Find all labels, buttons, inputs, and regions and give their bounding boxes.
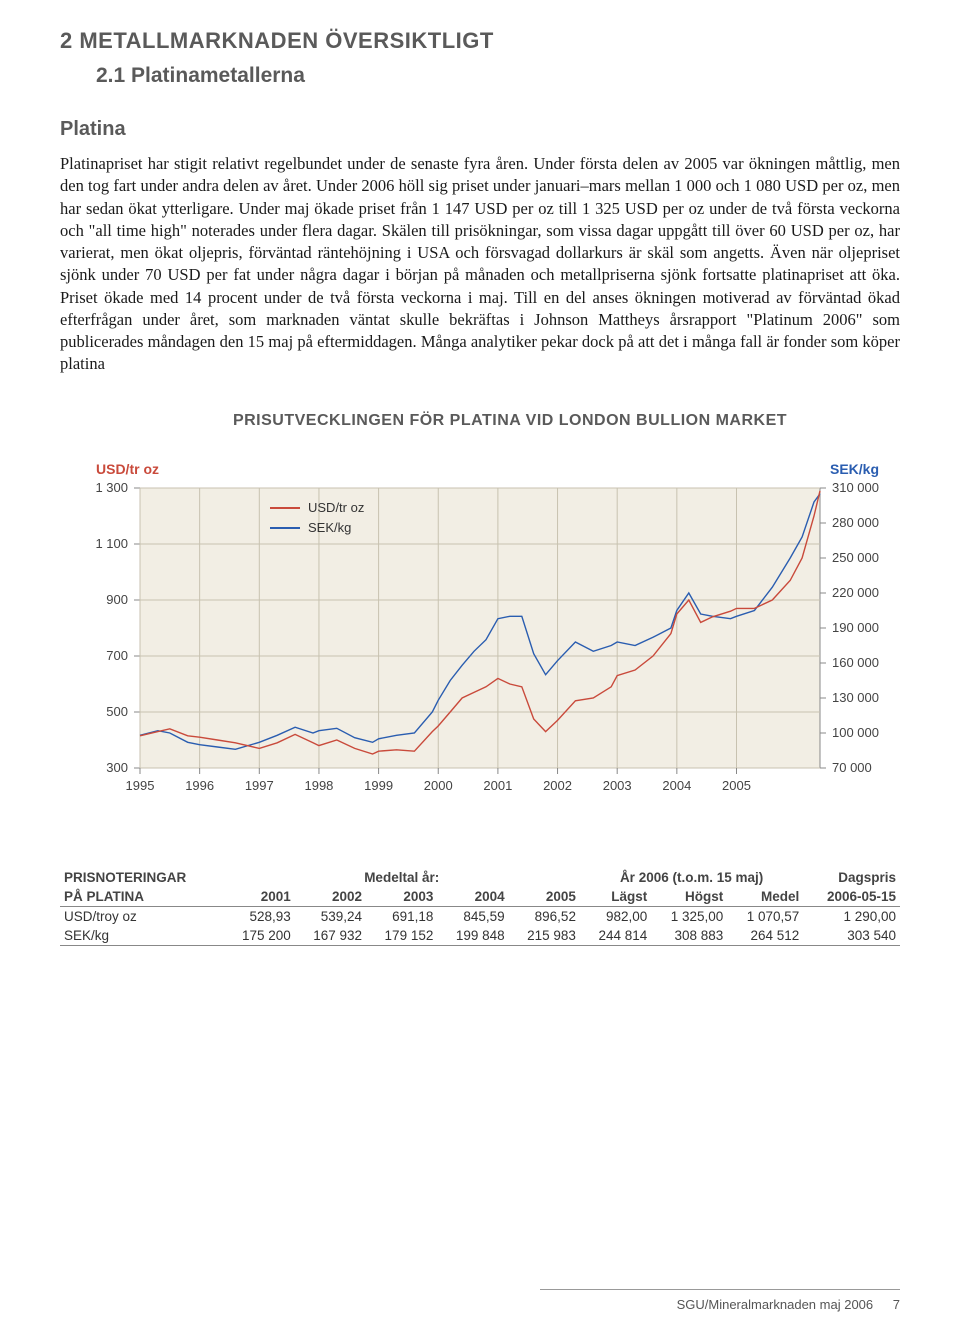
svg-text:2005: 2005 <box>722 778 751 793</box>
tbl-h2-date: 2006-05-15 <box>803 887 900 907</box>
chart-title: PRISUTVECKLINGEN FÖR PLATINA VID LONDON … <box>60 412 900 430</box>
svg-text:280 000: 280 000 <box>832 515 879 530</box>
tbl-h2-medel: Medel <box>727 887 803 907</box>
footer-rule <box>540 1289 900 1290</box>
footer-text: SGU/Mineralmarknaden maj 2006 <box>677 1297 874 1312</box>
table-cell: 982,00 <box>580 906 651 926</box>
page-footer: SGU/Mineralmarknaden maj 2006 7 <box>677 1297 900 1312</box>
svg-text:1998: 1998 <box>304 778 333 793</box>
table-cell: 179 152 <box>366 926 437 946</box>
table-cell: 691,18 <box>366 906 437 926</box>
svg-text:220 000: 220 000 <box>832 585 879 600</box>
tbl-h1-medel: Medeltal år: <box>295 868 509 887</box>
table-row-label: USD/troy oz <box>60 906 223 926</box>
table-cell: 264 512 <box>727 926 803 946</box>
price-table: PRISNOTERINGAR Medeltal år: År 2006 (t.o… <box>60 868 900 946</box>
tbl-h1-c0: PRISNOTERINGAR <box>60 868 223 887</box>
svg-text:SEK/kg: SEK/kg <box>830 461 879 477</box>
table-cell: 308 883 <box>651 926 727 946</box>
table-cell: 1 070,57 <box>727 906 803 926</box>
tbl-h2-hogst: Högst <box>651 887 727 907</box>
table-cell: 303 540 <box>803 926 900 946</box>
svg-text:700: 700 <box>106 648 128 663</box>
table-cell: 896,52 <box>509 906 580 926</box>
svg-text:1 300: 1 300 <box>95 480 128 495</box>
svg-text:2000: 2000 <box>424 778 453 793</box>
svg-text:1999: 1999 <box>364 778 393 793</box>
svg-text:USD/tr oz: USD/tr oz <box>96 461 159 477</box>
table-cell: 244 814 <box>580 926 651 946</box>
svg-text:250 000: 250 000 <box>832 550 879 565</box>
svg-text:70 000: 70 000 <box>832 760 872 775</box>
price-chart: 300 500 700 900 1 100 1 300 70 000 100 000 130 0… <box>60 448 900 808</box>
table-cell: 1 290,00 <box>803 906 900 926</box>
tbl-h2-2005: 2005 <box>509 887 580 907</box>
svg-text:500: 500 <box>106 704 128 719</box>
table-cell: 539,24 <box>295 906 366 926</box>
svg-text:1996: 1996 <box>185 778 214 793</box>
svg-text:130 000: 130 000 <box>832 690 879 705</box>
svg-text:2002: 2002 <box>543 778 572 793</box>
svg-text:100 000: 100 000 <box>832 725 879 740</box>
table-cell: 167 932 <box>295 926 366 946</box>
table-cell: 215 983 <box>509 926 580 946</box>
table-cell: 199 848 <box>437 926 508 946</box>
svg-text:1995: 1995 <box>126 778 155 793</box>
svg-text:160 000: 160 000 <box>832 655 879 670</box>
svg-text:300: 300 <box>106 760 128 775</box>
tbl-h2-lagst: Lägst <box>580 887 651 907</box>
svg-text:310 000: 310 000 <box>832 480 879 495</box>
tbl-h2-2002: 2002 <box>295 887 366 907</box>
tbl-h2-c0: PÅ PLATINA <box>60 887 223 907</box>
chart-svg: 300 500 700 900 1 100 1 300 70 000 100 000 130 0… <box>60 448 900 808</box>
section-heading-2: 2.1 Platinametallerna <box>60 64 900 88</box>
body-paragraph: Platinapriset har stigit relativt regelb… <box>60 153 900 376</box>
page-number: 7 <box>893 1297 900 1312</box>
table-row-label: SEK/kg <box>60 926 223 946</box>
svg-text:1 100: 1 100 <box>95 536 128 551</box>
section-heading-1: 2 METALLMARKNADEN ÖVERSIKTLIGT <box>60 28 900 54</box>
tbl-h2-2001: 2001 <box>223 887 294 907</box>
svg-text:SEK/kg: SEK/kg <box>308 520 351 535</box>
svg-text:USD/tr oz: USD/tr oz <box>308 500 364 515</box>
section-heading-3: Platina <box>60 118 900 141</box>
svg-text:900: 900 <box>106 592 128 607</box>
tbl-h2-2004: 2004 <box>437 887 508 907</box>
svg-text:2004: 2004 <box>662 778 691 793</box>
tbl-h2-2003: 2003 <box>366 887 437 907</box>
table-cell: 845,59 <box>437 906 508 926</box>
table-cell: 1 325,00 <box>651 906 727 926</box>
svg-text:2001: 2001 <box>483 778 512 793</box>
table-cell: 528,93 <box>223 906 294 926</box>
svg-text:2003: 2003 <box>603 778 632 793</box>
table-cell: 175 200 <box>223 926 294 946</box>
tbl-h1-2006: År 2006 (t.o.m. 15 maj) <box>580 868 803 887</box>
svg-text:1997: 1997 <box>245 778 274 793</box>
tbl-h1-dag: Dagspris <box>803 868 900 887</box>
svg-text:190 000: 190 000 <box>832 620 879 635</box>
